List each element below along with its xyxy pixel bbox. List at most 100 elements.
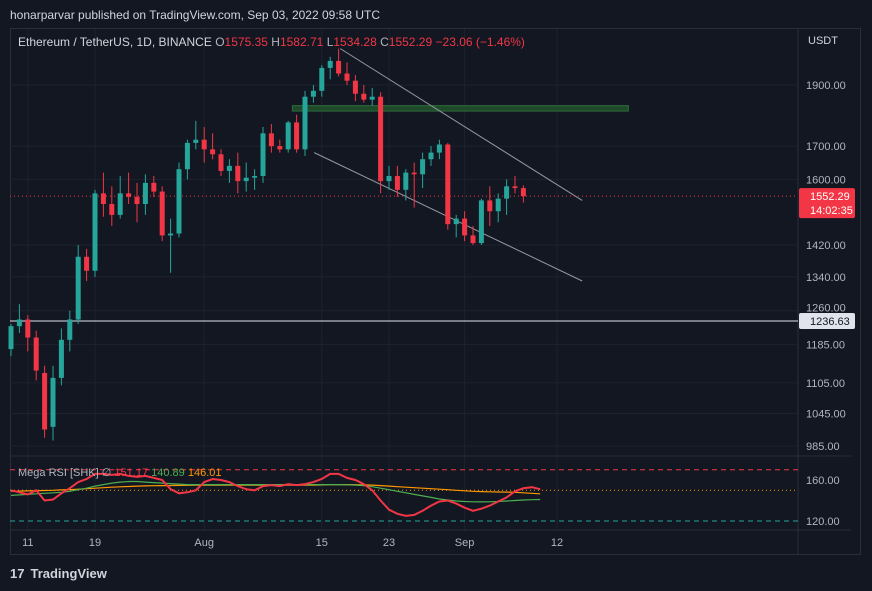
grid-lines [10, 29, 851, 555]
candle-body [8, 326, 14, 350]
candle-body [453, 218, 459, 225]
resistance-zone-rect [291, 105, 629, 112]
candle-body [134, 196, 140, 205]
candle-body [369, 96, 375, 100]
candle-body [168, 233, 174, 236]
current-price-tag-bg [799, 188, 855, 219]
candle [394, 165, 400, 197]
candles [8, 48, 526, 441]
level-price-tag: 1236.63 [799, 312, 855, 329]
candle [134, 182, 140, 223]
candle [25, 315, 31, 352]
candle [504, 179, 510, 215]
candle-body [462, 218, 468, 236]
candle-body [58, 339, 64, 378]
trendline [340, 48, 583, 201]
candle [378, 92, 384, 194]
symbol-name[interactable]: Ethereum / TetherUS, 1D, BINANCE [18, 35, 212, 49]
rsi-value-3: 146.01 [187, 467, 222, 479]
price-tick-label: 1700.00 [806, 141, 846, 153]
candle-body [142, 182, 148, 205]
candle [470, 225, 476, 246]
candle [277, 139, 283, 153]
currency-label: USDT [808, 35, 838, 47]
candle-body [285, 122, 291, 150]
time-tick-label: 19 [89, 537, 101, 549]
top-bar: honarparvar published on TradingView.com… [0, 0, 872, 28]
candle-body [218, 154, 224, 171]
chart-frame[interactable] [10, 28, 861, 555]
candle [428, 146, 434, 166]
candle [512, 176, 518, 194]
candle [151, 176, 157, 197]
candle-body [327, 60, 333, 68]
candle [285, 120, 291, 153]
price-tick-label: 1260.00 [806, 303, 846, 315]
brand-name: TradingView [30, 566, 107, 581]
candle [495, 193, 501, 223]
time-tick-label: 12 [551, 537, 563, 549]
tradingview-brand[interactable]: 17 TradingView [10, 566, 107, 581]
rsi-value-2: 140.89 [151, 467, 185, 479]
candle-body [50, 377, 56, 427]
candle-body [252, 176, 258, 178]
candle [75, 245, 81, 324]
candle-body [394, 176, 400, 190]
candle-body [294, 122, 300, 150]
candle-body [319, 67, 325, 91]
change-value: −23.06 (−1.46%) [435, 35, 525, 49]
candle [67, 310, 73, 352]
candle [436, 139, 442, 160]
candle [159, 186, 165, 242]
candle-body [520, 188, 526, 197]
candle-body [386, 176, 392, 182]
candle [445, 142, 451, 230]
candle-body [176, 169, 182, 234]
candle-body [25, 319, 31, 338]
candle-body [42, 372, 48, 430]
current-price-tag: 1552.29 14:02:35 [799, 188, 855, 219]
candle [520, 185, 526, 203]
candle [193, 120, 199, 150]
candle-body [193, 139, 199, 143]
candle [184, 139, 190, 180]
candle-body [277, 146, 283, 150]
price-tick-label: 1900.00 [806, 80, 846, 92]
candle-body [487, 200, 493, 212]
candle [92, 189, 98, 277]
candle [226, 159, 232, 183]
price-axis: 1900.00 1700.00 1600.00 1420.00 1340.00 1185.… [799, 80, 855, 528]
candle [268, 123, 274, 153]
candle-body [100, 193, 106, 205]
candle-body [302, 96, 308, 150]
candle [235, 152, 241, 194]
candle-body [84, 256, 90, 271]
price-tick-label: 1340.00 [806, 272, 846, 284]
candle-body [67, 319, 73, 340]
price-tick-label: 985.00 [806, 441, 840, 453]
candle [310, 85, 316, 103]
candle [8, 323, 14, 357]
candle [462, 211, 468, 242]
candle-body [109, 204, 115, 215]
rsi-name[interactable]: Mega RSI [SHK] [18, 467, 99, 479]
tradingview-logo-icon: 17 [10, 566, 25, 581]
candle [369, 87, 375, 106]
open-label: O [215, 35, 225, 49]
candle [84, 248, 90, 281]
open-value: 1575.35 [224, 35, 268, 49]
candle [336, 48, 342, 77]
candle [252, 169, 258, 190]
candle [411, 162, 417, 208]
high-value: 1582.71 [279, 35, 324, 49]
candle-body [210, 149, 216, 155]
price-tick-label: 1045.00 [806, 409, 846, 421]
time-tick-label: Aug [194, 537, 214, 549]
resistance-zone [291, 105, 629, 112]
candle-body [92, 193, 98, 271]
time-tick-label: 11 [22, 537, 33, 549]
candle-body [445, 144, 451, 225]
time-tick-label: Sep [455, 537, 475, 549]
candle [327, 56, 333, 80]
